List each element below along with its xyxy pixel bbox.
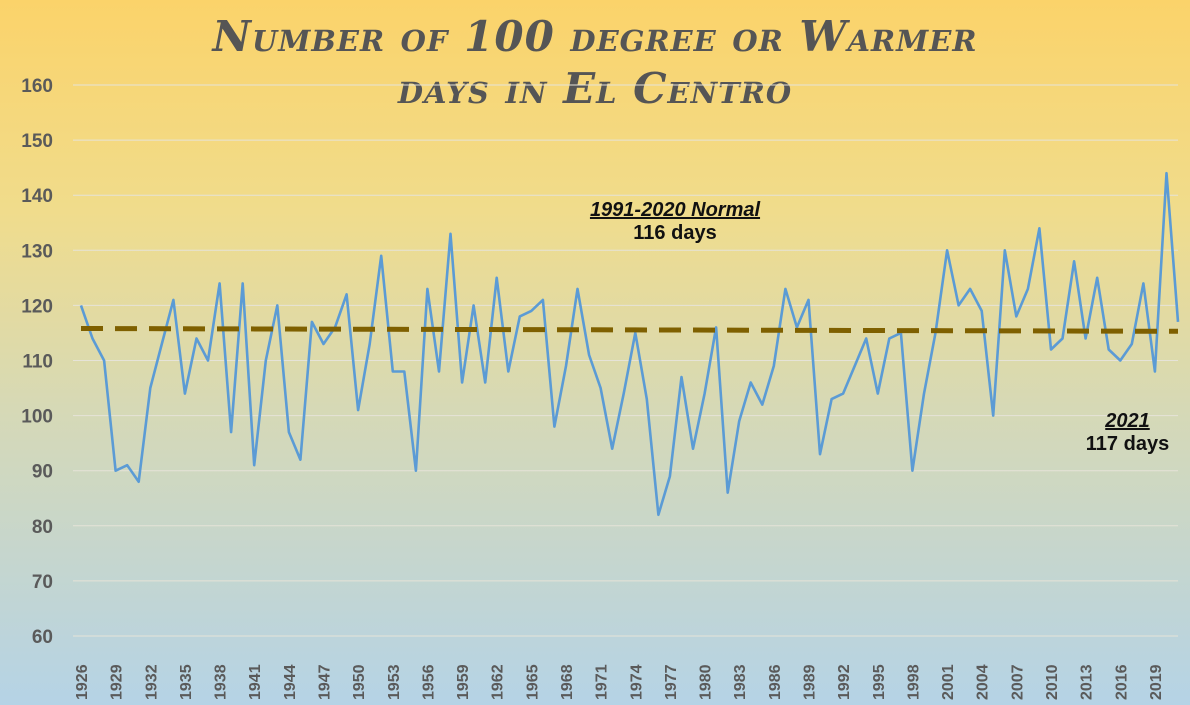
x-tick-label: 1929 [109, 664, 126, 700]
latest-year-annotation: 2021 117 days [1070, 410, 1185, 456]
x-tick-label: 1968 [559, 664, 576, 700]
x-tick-label: 2019 [1148, 664, 1165, 700]
x-tick-label: 1959 [455, 664, 472, 700]
chart-title-line-1: Number of 100 degree or Warmer [212, 12, 978, 61]
y-tick-label: 70 [32, 572, 53, 593]
x-tick-label: 2007 [1009, 664, 1026, 700]
x-tick-label: 1941 [247, 664, 264, 700]
y-tick-label: 140 [21, 186, 53, 207]
y-tick-label: 80 [32, 517, 53, 538]
x-tick-label: 1953 [386, 664, 403, 700]
x-tick-label: 1962 [490, 664, 507, 700]
chart-title-line-2: days in El Centro [397, 64, 793, 113]
x-tick-label: 1983 [732, 664, 749, 700]
x-tick-label: 2013 [1079, 664, 1096, 700]
y-tick-label: 90 [32, 462, 53, 483]
x-tick-label: 2004 [975, 664, 992, 700]
x-tick-label: 1986 [767, 664, 784, 700]
x-tick-label: 1998 [905, 664, 922, 700]
normal-annotation-value: 116 days [633, 222, 717, 244]
x-tick-label: 1977 [663, 664, 680, 700]
data-series-line [79, 171, 1180, 517]
y-tick-label: 100 [21, 407, 53, 428]
x-tick-label: 1944 [282, 664, 299, 700]
x-tick-label: 1989 [801, 664, 818, 700]
x-tick-label: 1935 [178, 664, 195, 700]
x-tick-label: 1956 [420, 664, 437, 700]
x-tick-label: 1974 [628, 664, 645, 700]
y-tick-label: 110 [22, 352, 53, 373]
y-tick-label: 120 [21, 296, 53, 317]
normal-annotation: 1991-2020 Normal 116 days [560, 199, 790, 245]
x-tick-label: 1938 [213, 664, 230, 700]
x-tick-label: 1995 [871, 664, 888, 700]
x-tick-label: 1932 [143, 664, 160, 700]
x-tick-label: 2001 [940, 664, 957, 700]
normal-annotation-header: 1991-2020 Normal [589, 199, 761, 221]
y-tick-label: 160 [21, 76, 53, 97]
y-tick-label: 150 [21, 131, 53, 152]
x-tick-label: 1971 [594, 664, 611, 700]
latest-year-annotation-value: 117 days [1085, 433, 1170, 455]
x-tick-label: 1926 [74, 664, 91, 700]
x-tick-label: 1950 [351, 664, 368, 700]
x-tick-label: 2010 [1044, 664, 1061, 700]
x-tick-label: 1992 [836, 664, 853, 700]
y-tick-label: 60 [32, 627, 53, 648]
x-tick-label: 2016 [1113, 664, 1130, 700]
x-tick-label: 1947 [316, 664, 333, 700]
x-tick-label: 1965 [524, 664, 541, 700]
y-tick-label: 130 [21, 241, 53, 262]
latest-year-annotation-header: 2021 [1105, 410, 1150, 432]
normal-dashed-line [80, 326, 1179, 334]
x-tick-label: 1980 [698, 664, 715, 700]
